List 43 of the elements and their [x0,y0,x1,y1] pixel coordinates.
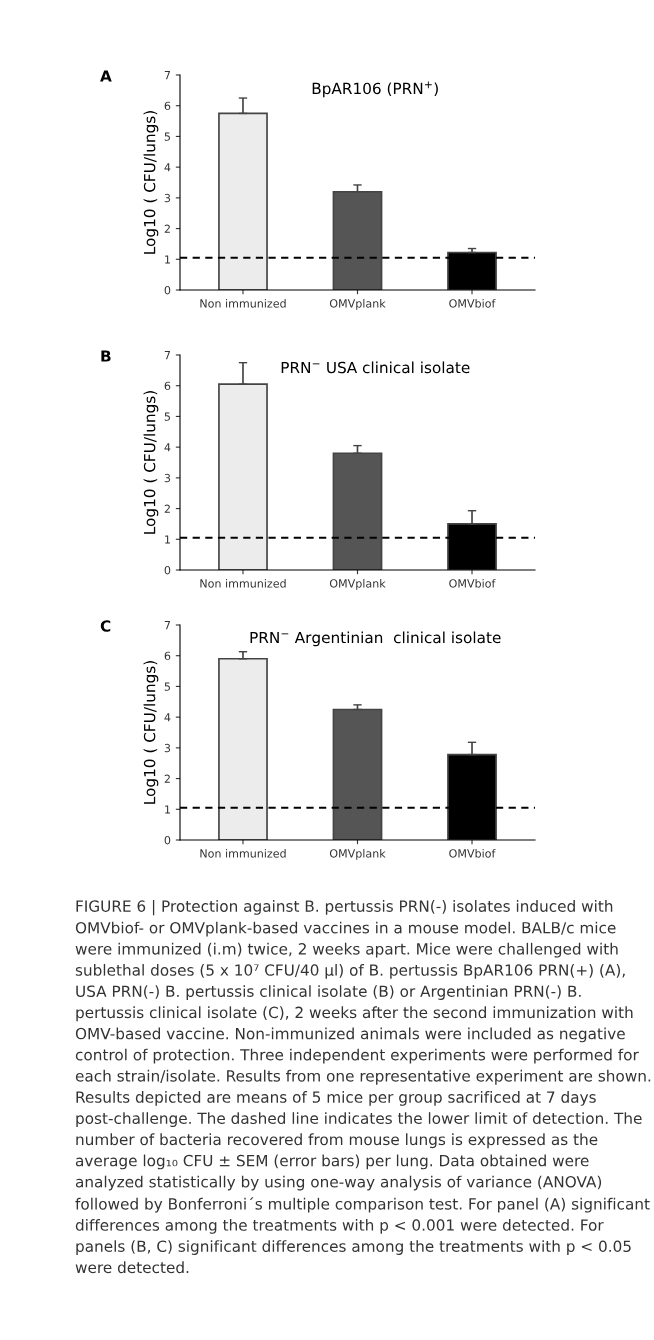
y-tick-label: 6 [164,651,171,661]
x-tick-label: OMVplank [329,579,386,590]
chart-title: PRN$^{−}$ Argentinian clinical isolate [250,631,501,647]
y-tick-label: 2 [164,774,170,783]
x-tick-label: Non immunized [200,849,286,858]
y-tick-label: 1 [165,535,170,544]
text: C [100,620,111,632]
y-tick-label: 7 [164,351,171,360]
y-tick-label: 6 [164,381,171,391]
x-tick-label: OMVbiof [449,579,496,588]
y-tick-label: 5 [164,682,170,691]
y-axis-title: Log10 ( CFU/lungs) [143,111,159,254]
y-tick-label: 5 [164,132,170,141]
y-tick-label: 7 [164,71,171,80]
chart-title: BpAR106 (PRN$^{+}$) [312,81,438,98]
y-tick-label: 3 [164,193,171,203]
y-axis-title: Log10 ( CFU/lungs) [143,391,159,534]
y-tick-label: 7 [164,621,171,630]
y-tick-label: 0 [164,285,171,295]
y-tick-label: 1 [165,805,170,814]
x-tick-label: OMVbiof [449,849,496,858]
y-tick-label: 3 [164,473,171,483]
y-tick-label: 0 [164,565,171,575]
y-tick-label: 1 [165,255,170,264]
y-tick-label: 6 [164,101,171,111]
chart-title: PRN$^{−}$ USA clinical isolate [281,361,470,374]
x-tick-label: OMVplank [329,299,386,310]
x-tick-label: OMVbiof [449,299,496,308]
x-tick-label: OMVplank [329,849,386,860]
x-tick-label: Non immunized [200,579,286,588]
y-tick-label: 2 [164,504,170,513]
y-tick-label: 4 [164,443,171,452]
text: A [100,70,112,82]
text: B [101,350,111,362]
y-tick-label: 5 [164,412,170,421]
x-tick-label: Non immunized [200,299,286,308]
y-axis-title: Log10 ( CFU/lungs) [143,661,159,804]
text: FIGURE 6 | Protection against B. pertussis PRN(-) isolates induced with OMVbiof- or OMVplank-based vaccines in a mouse model. BALB/c mice were immunized (i.m) twice, 2 weeks apart. Mice were challenged with sublethal doses (5 x 10⁷ CFU/40 µl) of B. pertussis BpAR106 PRN(+) (A), USA PRN(-) B. pertussis clinical isolate (B) or Argentinian PRN(-) B. pertussis clinical isolate (C), 2 weeks after the second immunization with OMV-based vaccine. Non-immunized animals were included as negative control of protection. Three independent experiments were performed for each strain/isolate. Results from one representative experiment are shown. Results depicted are means of 5 mice per group sacrificed at 7 days post-challenge. The dashed line indicates the lower limit of detection. The number of bacteria recovered from mouse lungs is expressed as the average log₁₀ CFU ± SEM (error bars) per lung. Data obtained were analyzed statistically by using one-way analysis of variance (ANOVA) followed by Bonferroni´s multiple comparison test. For panel (A) significant differences among the treatments with p < 0.001 were detected. For panels (B, C) significant differences among the treatments with p < 0.05 were detected. [75,900,651,1274]
y-tick-label: 4 [164,713,171,722]
y-tick-label: 3 [164,743,171,753]
y-tick-label: 0 [164,835,171,845]
y-tick-label: 2 [164,224,170,233]
y-tick-label: 4 [164,163,171,172]
